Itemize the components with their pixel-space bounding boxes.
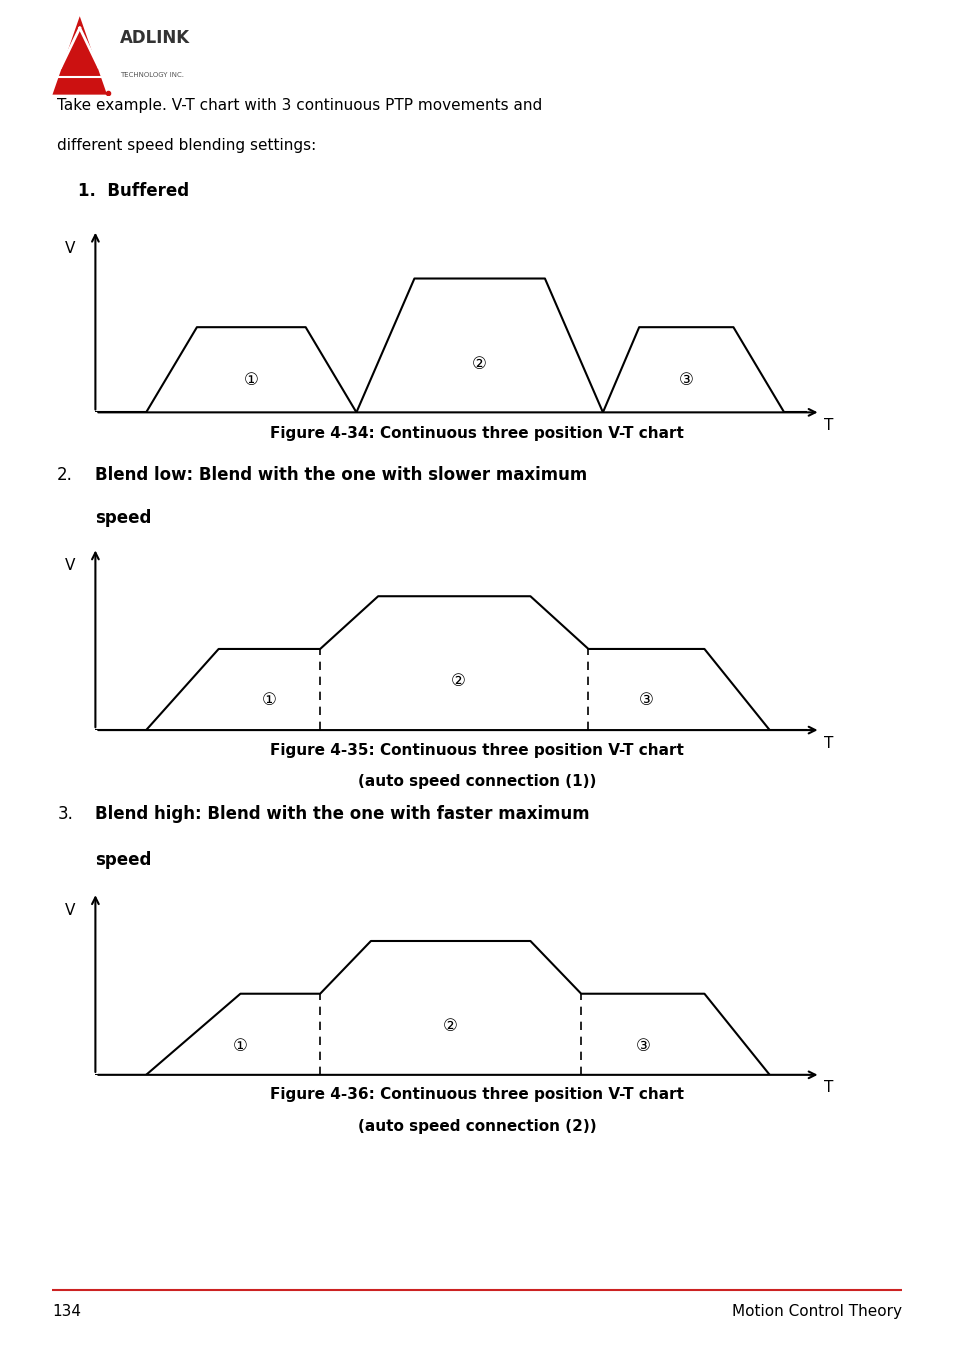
Text: (auto speed connection (1)): (auto speed connection (1)) [357,773,596,788]
Text: ②: ② [450,672,465,691]
Text: ②: ② [472,354,487,373]
Text: Blend high: Blend with the one with faster maximum: Blend high: Blend with the one with fast… [95,806,589,823]
Text: ①: ① [233,1037,248,1056]
Polygon shape [52,16,107,95]
Text: ①: ① [262,691,276,708]
Text: speed: speed [95,510,152,527]
Text: different speed blending settings:: different speed blending settings: [57,138,316,153]
Text: V: V [65,903,75,918]
Text: 2.: 2. [57,466,73,484]
Text: Figure 4-34: Continuous three position V-T chart: Figure 4-34: Continuous three position V… [270,426,683,442]
Text: Blend low: Blend with the one with slower maximum: Blend low: Blend with the one with slowe… [95,466,587,484]
Text: speed: speed [95,850,152,869]
Text: Motion Control Theory: Motion Control Theory [731,1303,901,1320]
Text: 134: 134 [52,1303,81,1320]
Text: T: T [823,1080,833,1095]
Text: ①: ① [244,370,258,389]
Text: ③: ③ [679,370,693,389]
Text: V: V [65,558,75,573]
Text: Figure 4-36: Continuous three position V-T chart: Figure 4-36: Continuous three position V… [270,1087,683,1102]
Text: Take example. V-T chart with 3 continuous PTP movements and: Take example. V-T chart with 3 continuou… [57,99,542,114]
Text: 1.  Buffered: 1. Buffered [78,181,189,200]
Text: Figure 4-35: Continuous three position V-T chart: Figure 4-35: Continuous three position V… [270,742,683,757]
Text: T: T [823,735,833,750]
Text: T: T [823,418,833,433]
Text: ③: ③ [639,691,653,708]
Text: ③: ③ [635,1037,650,1056]
Text: ADLINK: ADLINK [119,30,190,47]
Text: TECHNOLOGY INC.: TECHNOLOGY INC. [119,72,183,78]
Text: 3.: 3. [57,806,73,823]
Text: (auto speed connection (2)): (auto speed connection (2)) [357,1118,596,1133]
Text: V: V [65,241,75,256]
Text: ②: ② [443,1017,457,1036]
